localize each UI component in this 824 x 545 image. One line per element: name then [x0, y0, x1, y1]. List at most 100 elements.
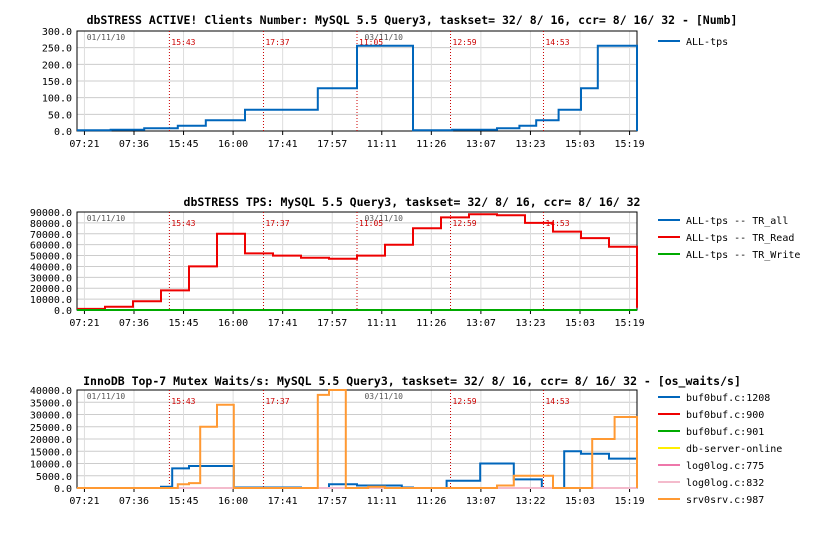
x-tick-label: 15:45 [168, 139, 198, 150]
y-tick-label: 80000.0 [30, 219, 72, 230]
x-tick-label: 07:36 [119, 139, 149, 150]
session-marker-label: 15:43 [171, 219, 195, 228]
session-marker-label: 14:53 [545, 38, 569, 47]
session-marker-label: 17:37 [265, 38, 289, 47]
x-tick-label: 17:57 [317, 139, 347, 150]
session-marker-label: 17:37 [265, 219, 289, 228]
session-marker-label: 12:59 [453, 38, 477, 47]
x-tick-label: 17:57 [317, 318, 347, 329]
y-tick-label: 70000.0 [30, 230, 72, 241]
y-tick-label: 5000.0 [36, 472, 72, 483]
x-tick-label: 13:23 [515, 139, 545, 150]
legend-label: ALL-tps -- TR_all [686, 216, 788, 227]
legend-label: buf0buf.c:1208 [686, 393, 770, 404]
y-tick-label: 50000.0 [30, 252, 72, 263]
session-marker-label: 15:43 [171, 38, 195, 47]
x-tick-label: 15:19 [615, 318, 645, 329]
y-tick-label: 15000.0 [30, 447, 72, 458]
session-marker-label: 15:43 [171, 397, 195, 406]
x-tick-label: 15:03 [565, 139, 595, 150]
session-marker-label: 12:59 [453, 219, 477, 228]
session-marker-label: 11:05 [359, 38, 383, 47]
y-tick-label: 0.0 [54, 484, 72, 495]
y-tick-label: 250.0 [42, 44, 72, 55]
x-tick-label: 07:21 [69, 496, 99, 507]
x-tick-label: 13:22 [515, 496, 545, 507]
session-marker-label: 12:59 [453, 397, 477, 406]
y-tick-label: 50.0 [48, 110, 72, 121]
chart-title: InnoDB Top-7 Mutex Waits/s: MySQL 5.5 Qu… [83, 374, 741, 389]
y-tick-label: 20000.0 [30, 435, 72, 446]
x-tick-label: 07:36 [119, 496, 149, 507]
chart-title: dbSTRESS ACTIVE! Clients Number: MySQL 5… [87, 13, 738, 27]
date-label: 01/11/10 [87, 214, 126, 223]
x-tick-label: 07:21 [69, 139, 99, 150]
series-line [77, 44, 638, 132]
y-tick-label: 200.0 [42, 60, 72, 71]
y-tick-label: 40000.0 [30, 386, 72, 397]
x-tick-label: 11:11 [367, 318, 397, 329]
x-tick-label: 17:41 [268, 318, 298, 329]
legend-label: buf0buf.c:901 [686, 427, 764, 438]
y-tick-label: 30000.0 [30, 273, 72, 284]
x-tick-label: 17:57 [317, 496, 347, 507]
x-tick-label: 15:19 [615, 139, 645, 150]
series-line [77, 389, 638, 489]
legend-label: srv0srv.c:987 [686, 495, 764, 506]
date-label: 03/11/10 [364, 392, 403, 401]
y-tick-label: 60000.0 [30, 241, 72, 252]
x-tick-label: 13:23 [515, 318, 545, 329]
legend-label: ALL-tps -- TR_Read [686, 233, 794, 244]
x-tick-label: 16:00 [218, 318, 248, 329]
legend-label: ALL-tps -- TR_Write [686, 250, 800, 261]
x-tick-label: 11:26 [416, 139, 446, 150]
date-label: 03/11/10 [364, 33, 403, 42]
date-label: 01/11/10 [87, 392, 126, 401]
y-tick-label: 35000.0 [30, 398, 72, 409]
x-tick-label: 15:03 [565, 496, 595, 507]
x-tick-label: 17:41 [268, 139, 298, 150]
legend-label: log0log.c:775 [686, 461, 764, 472]
session-marker-label: 11:05 [359, 219, 383, 228]
y-tick-label: 10000.0 [30, 295, 72, 306]
clients-number-chart: dbSTRESS ACTIVE! Clients Number: MySQL 5… [42, 13, 738, 150]
mutex-waits-chart: InnoDB Top-7 Mutex Waits/s: MySQL 5.5 Qu… [30, 374, 782, 507]
x-tick-label: 11:11 [367, 496, 397, 507]
x-tick-label: 16:00 [218, 496, 248, 507]
y-tick-label: 100.0 [42, 94, 72, 105]
legend-label: log0log.c:832 [686, 478, 764, 489]
session-marker-label: 14:53 [545, 397, 569, 406]
x-tick-label: 07:36 [119, 318, 149, 329]
legend-label: ALL-tps [686, 37, 728, 48]
x-tick-label: 11:11 [367, 139, 397, 150]
chart-title: dbSTRESS TPS: MySQL 5.5 Query3, taskset=… [184, 195, 641, 209]
y-tick-label: 0.0 [54, 127, 72, 138]
session-marker-label: 14:53 [545, 219, 569, 228]
x-tick-label: 15:19 [615, 496, 645, 507]
y-tick-label: 150.0 [42, 77, 72, 88]
x-tick-label: 11:26 [416, 318, 446, 329]
x-tick-label: 11:26 [416, 496, 446, 507]
date-label: 03/11/10 [364, 214, 403, 223]
legend-label: buf0buf.c:900 [686, 410, 764, 421]
y-tick-label: 10000.0 [30, 460, 72, 471]
x-tick-label: 16:00 [218, 139, 248, 150]
y-tick-label: 30000.0 [30, 411, 72, 422]
x-tick-label: 13:07 [466, 139, 496, 150]
date-label: 01/11/10 [87, 33, 126, 42]
x-tick-label: 15:45 [168, 318, 198, 329]
y-tick-label: 20000.0 [30, 284, 72, 295]
y-tick-label: 0.0 [54, 306, 72, 317]
x-tick-label: 07:21 [69, 318, 99, 329]
x-tick-label: 15:03 [565, 318, 595, 329]
x-tick-label: 15:45 [168, 496, 198, 507]
x-tick-label: 13:07 [466, 318, 496, 329]
y-tick-label: 25000.0 [30, 423, 72, 434]
tps-chart: dbSTRESS TPS: MySQL 5.5 Query3, taskset=… [30, 195, 801, 329]
y-tick-label: 300.0 [42, 27, 72, 38]
y-tick-label: 90000.0 [30, 208, 72, 219]
series-line [77, 213, 638, 310]
legend-label: db-server-online [686, 444, 782, 455]
y-tick-label: 40000.0 [30, 262, 72, 273]
